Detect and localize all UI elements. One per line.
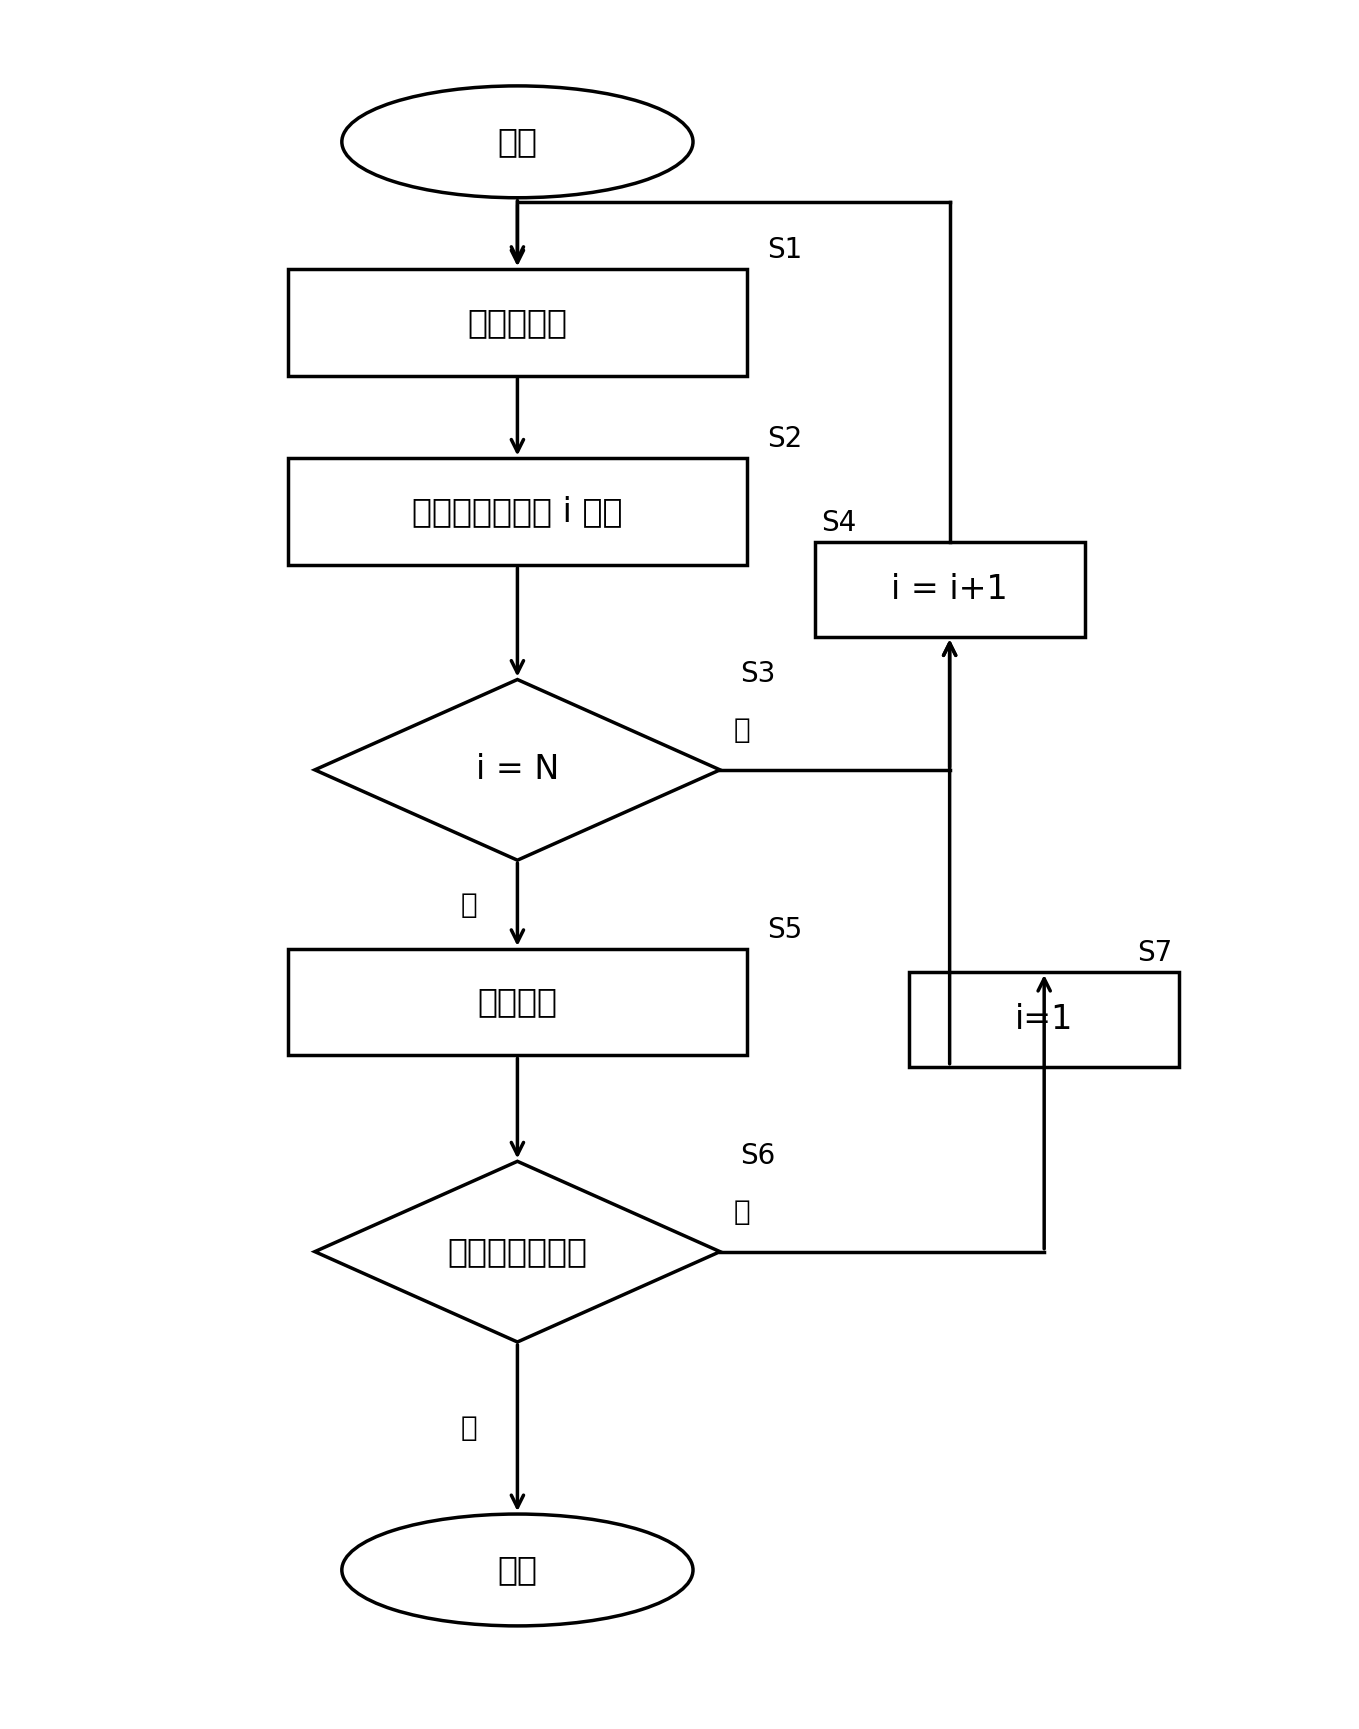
Text: 是: 是 <box>461 1414 477 1442</box>
Text: S6: S6 <box>741 1141 776 1171</box>
Text: S4: S4 <box>821 508 856 536</box>
FancyBboxPatch shape <box>288 949 747 1055</box>
Text: 形成固化层（第 i 层）: 形成固化层（第 i 层） <box>412 494 622 529</box>
Text: 造型是否结束？: 造型是否结束？ <box>447 1235 587 1267</box>
Text: S7: S7 <box>1137 939 1173 967</box>
Text: S5: S5 <box>768 916 803 944</box>
FancyBboxPatch shape <box>814 541 1084 636</box>
Text: 开始: 开始 <box>497 124 537 159</box>
Text: 结束: 结束 <box>497 1553 537 1587</box>
Text: 否: 否 <box>734 1198 750 1226</box>
Text: S1: S1 <box>768 235 803 265</box>
Ellipse shape <box>342 1515 693 1625</box>
Text: i=1: i=1 <box>1015 1003 1074 1036</box>
Text: S2: S2 <box>768 425 803 453</box>
Text: 是: 是 <box>461 890 477 918</box>
Polygon shape <box>315 679 720 861</box>
FancyBboxPatch shape <box>288 270 747 375</box>
Text: 否: 否 <box>734 716 750 743</box>
Text: i = N: i = N <box>476 754 559 787</box>
FancyBboxPatch shape <box>909 972 1180 1067</box>
FancyBboxPatch shape <box>288 458 747 565</box>
Ellipse shape <box>342 86 693 197</box>
Polygon shape <box>315 1162 720 1342</box>
Text: 除去加工: 除去加工 <box>477 986 557 1018</box>
Text: S3: S3 <box>741 660 776 688</box>
Text: i = i+1: i = i+1 <box>892 572 1008 605</box>
Text: 形成粉末层: 形成粉末层 <box>467 306 568 339</box>
